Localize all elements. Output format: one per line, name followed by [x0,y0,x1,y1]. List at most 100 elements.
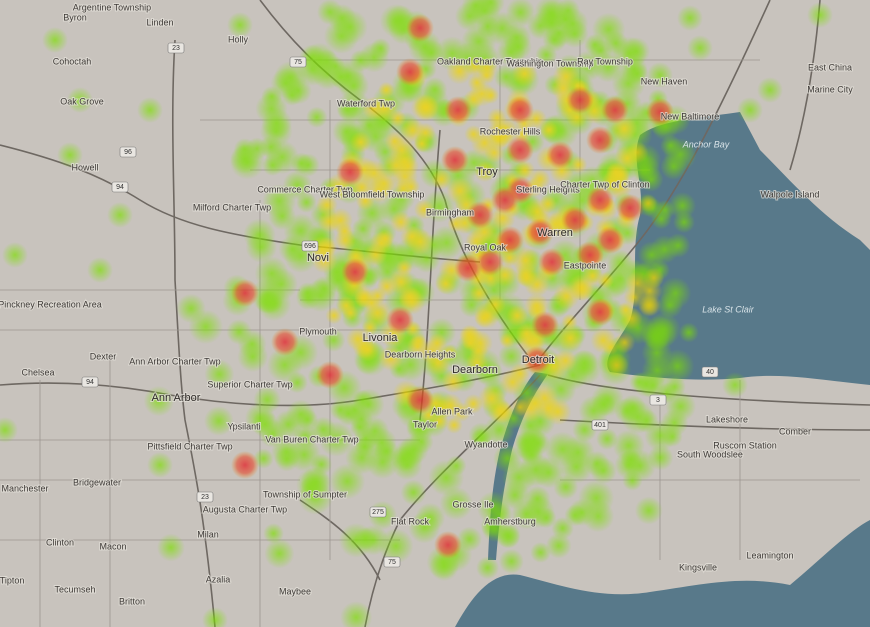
heat-blob [237,329,267,359]
place-label: Commerce Charter Twp [257,184,352,194]
heat-blob [596,226,624,254]
heat-blob [329,463,366,500]
route-number: 23 [172,45,180,52]
heat-blob [394,179,413,198]
heat-blob [647,444,674,471]
heat-blob [616,194,644,222]
heat-blob [569,155,588,174]
place-label: Macon [99,541,126,551]
place-label: Linden [146,17,173,27]
place-label: Walpole Island [761,189,820,199]
water-label: Anchor Bay [682,139,730,149]
heat-blob [665,233,691,258]
heat-blob [476,15,500,38]
heat-blob [571,349,598,377]
heat-blob [378,81,395,99]
heat-blob [336,158,364,186]
heat-blob [306,106,328,128]
heat-blob [57,142,83,168]
heat-blob [482,86,500,104]
heat-blob [295,285,321,311]
place-label: Argentine Township [73,2,151,12]
heat-blob [296,192,317,213]
route-number: 275 [372,509,384,516]
place-label: Milford Charter Twp [193,202,271,212]
heat-blob [491,186,519,214]
heat-blob [410,93,439,122]
heat-blob [637,293,662,317]
heat-blob [359,42,390,73]
heat-blob [614,331,636,354]
heat-blob [586,298,614,326]
lake-erie [455,520,870,627]
route-shield [701,366,719,378]
place-label: Leamington [746,550,793,560]
heat-blob [561,206,589,234]
place-label: Flat Rock [391,516,430,526]
heat-blob [398,435,429,465]
heat-blob [523,346,551,374]
heat-blob [514,160,536,181]
heat-blob [388,268,414,295]
place-label: Clinton [46,537,74,547]
heat-blob [557,325,584,352]
place-label: Rochester Hills [480,126,541,136]
heat-blob [516,268,536,288]
heat-blob [258,419,288,448]
heat-blob [551,516,574,540]
heat-blob [262,184,297,218]
route-shield [649,394,667,406]
heat-blob [473,302,501,329]
heat-blob [612,36,647,71]
place-label: Augusta Charter Twp [203,504,287,514]
heat-blob [622,470,643,491]
heat-blob [576,241,604,269]
place-label: Comber [779,426,811,436]
heat-blob [413,134,431,153]
place-label: Oak Grove [60,96,104,106]
water-label: Lake St Clair [702,304,755,314]
heat-blob [586,186,614,214]
heat-blob [538,248,566,276]
heat-blob [590,327,617,354]
heat-blob [156,533,185,562]
heat-blob [687,35,713,61]
heat-blob [428,459,465,496]
heat-blob [601,96,629,124]
place-label: Lakeshore [706,414,748,424]
heat-blob [506,96,534,124]
heat-blob [496,226,524,254]
heat-blob [441,370,465,394]
heat-blob [143,385,175,417]
place-label: Troy [476,166,498,178]
heat-blob [325,56,346,77]
place-label: Allen Park [431,406,473,416]
heat-blob [477,66,496,85]
place-label: Cohoctah [53,56,92,66]
road [171,39,216,627]
heat-blob [506,136,534,164]
place-label: South Woodslee [677,449,743,459]
heat-blob [256,286,292,322]
route-shield [111,181,129,193]
place-label: Township of Sumpter [263,489,347,499]
heat-blob [499,332,516,349]
heat-blob [490,123,515,148]
heat-blob [107,202,133,228]
heat-blob [137,97,163,123]
heat-blob [646,98,674,126]
place-label: Kingsville [679,562,717,572]
heat-blob [650,208,672,230]
place-label: Birmingham [426,207,474,217]
heat-blob [530,542,551,563]
heat-blob [604,353,629,378]
place-label: Dearborn Heights [385,349,456,359]
place-label: East China [808,62,852,72]
heat-blob [204,359,235,390]
place-label: Oakland Charter Township [437,56,543,66]
heat-blob [271,328,299,356]
place-label: Wyandotte [465,439,508,449]
heat-blob [363,299,392,327]
heat-blob [176,293,206,324]
